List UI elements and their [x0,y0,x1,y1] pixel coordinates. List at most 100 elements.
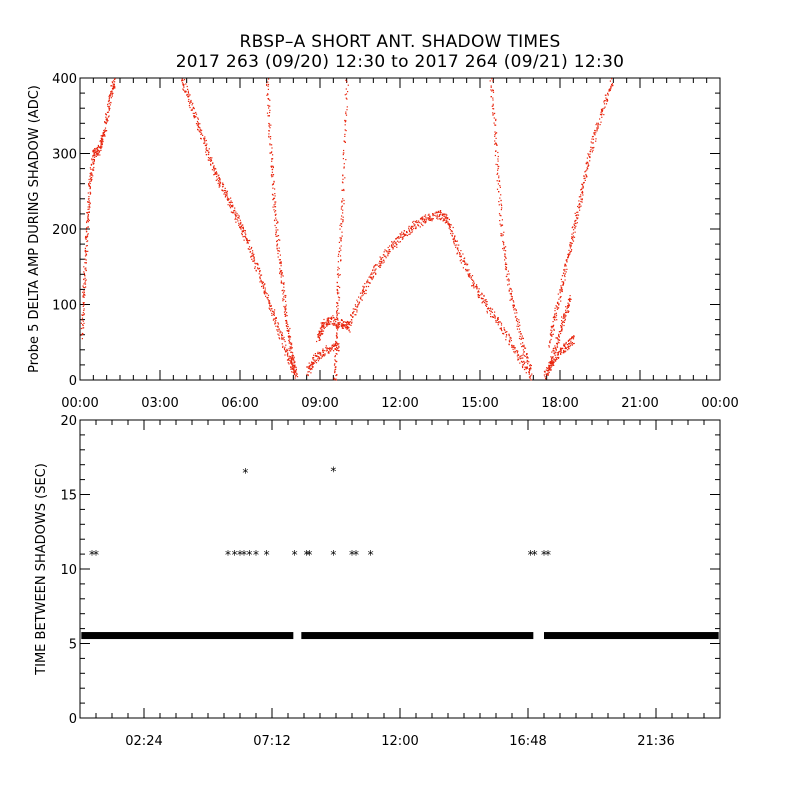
scatter-point [580,196,582,198]
scatter-point [346,328,348,330]
scatter-point [286,330,288,332]
scatter-point [376,264,378,266]
scatter-point [416,220,418,222]
scatter-point [241,234,243,236]
scatter-point [566,261,568,263]
scatter-point [93,159,95,161]
scatter-point [375,268,377,270]
scatter-point [253,256,255,258]
scatter-point [437,211,439,213]
scatter-point [337,327,339,329]
scatter-point [271,144,273,146]
scatter-point [320,357,322,359]
scatter-point [525,372,527,374]
scatter-point [274,321,276,323]
scatter-point [193,115,195,117]
scatter-point [222,190,224,192]
scatter-point [107,116,110,118]
scatter-point [499,186,501,188]
scatter-point [489,313,492,315]
scatter-point [275,213,277,215]
scatter-point [498,175,500,177]
scatter-point [318,357,320,359]
scatter-point [340,240,342,242]
scatter-point [85,262,87,264]
scatter-point [263,284,265,286]
scatter-point [470,276,472,278]
scatter-point [293,358,295,360]
scatter-point [574,231,576,233]
scatter-point [561,281,563,283]
scatter-point [99,140,101,142]
scatter-point [509,299,511,301]
scatter-point [490,86,492,88]
scatter-point [441,214,443,216]
scatter-point [98,147,100,149]
scatter-point [342,212,344,214]
scatter-point [495,319,497,322]
scatter-point [329,348,331,350]
scatter-point [557,338,559,340]
scatter-point [290,357,292,359]
scatter-point [83,294,85,296]
scatter-point [589,160,591,162]
scatter-point [508,335,510,337]
scatter-point [238,217,240,219]
scatter-point [93,166,95,169]
scatter-point [492,108,494,110]
scatter-point [451,230,453,232]
scatter-point [272,319,274,321]
scatter-point [317,336,319,338]
scatter-point [252,254,254,256]
scatter-point [97,154,99,156]
scatter-point [336,310,338,312]
scatter-point [566,306,568,308]
scatter-point [448,218,450,221]
scatter-point [253,257,255,259]
scatter-point [271,193,274,195]
scatter-point [205,149,208,151]
scatter-point [567,310,569,312]
scatter-point [443,213,445,215]
scatter-point [93,160,95,162]
scatter-point [563,351,565,353]
scatter-point [339,224,341,226]
scatter-point [267,83,270,86]
scatter-point [494,143,496,145]
scatter-point [336,337,338,339]
scatter-point [194,112,196,114]
scatter-point [325,323,327,325]
scatter-point [274,193,276,195]
scatter-point [358,296,360,298]
scatter-point [611,78,613,80]
scatter-point [362,287,365,289]
scatter-point [513,346,515,348]
scatter-point [564,268,566,271]
scatter-point [492,114,494,116]
scatter-point [273,311,275,313]
scatter-point [531,373,533,375]
scatter-point [491,90,493,92]
scatter-point [280,274,282,276]
scatter-point [337,273,339,275]
scatter-point [205,145,207,147]
scatter-point [544,376,546,378]
scatter-point [214,173,216,175]
scatter-point [469,275,471,277]
scatter-point [341,323,343,325]
scatter-point [512,348,514,350]
scatter-point [334,322,336,324]
scatter-point [313,354,315,356]
scatter-point [289,336,291,338]
scatter-point [508,279,510,281]
scatter-point [557,354,559,356]
scatter-point [226,196,229,198]
scatter-point [287,359,289,361]
scatter-point [370,273,372,275]
scatter-point [312,358,314,360]
scatter-point [519,358,521,360]
scatter-point [564,314,566,316]
scatter-point [429,217,431,219]
scatter-point [555,349,557,351]
scatter-point [236,212,238,215]
